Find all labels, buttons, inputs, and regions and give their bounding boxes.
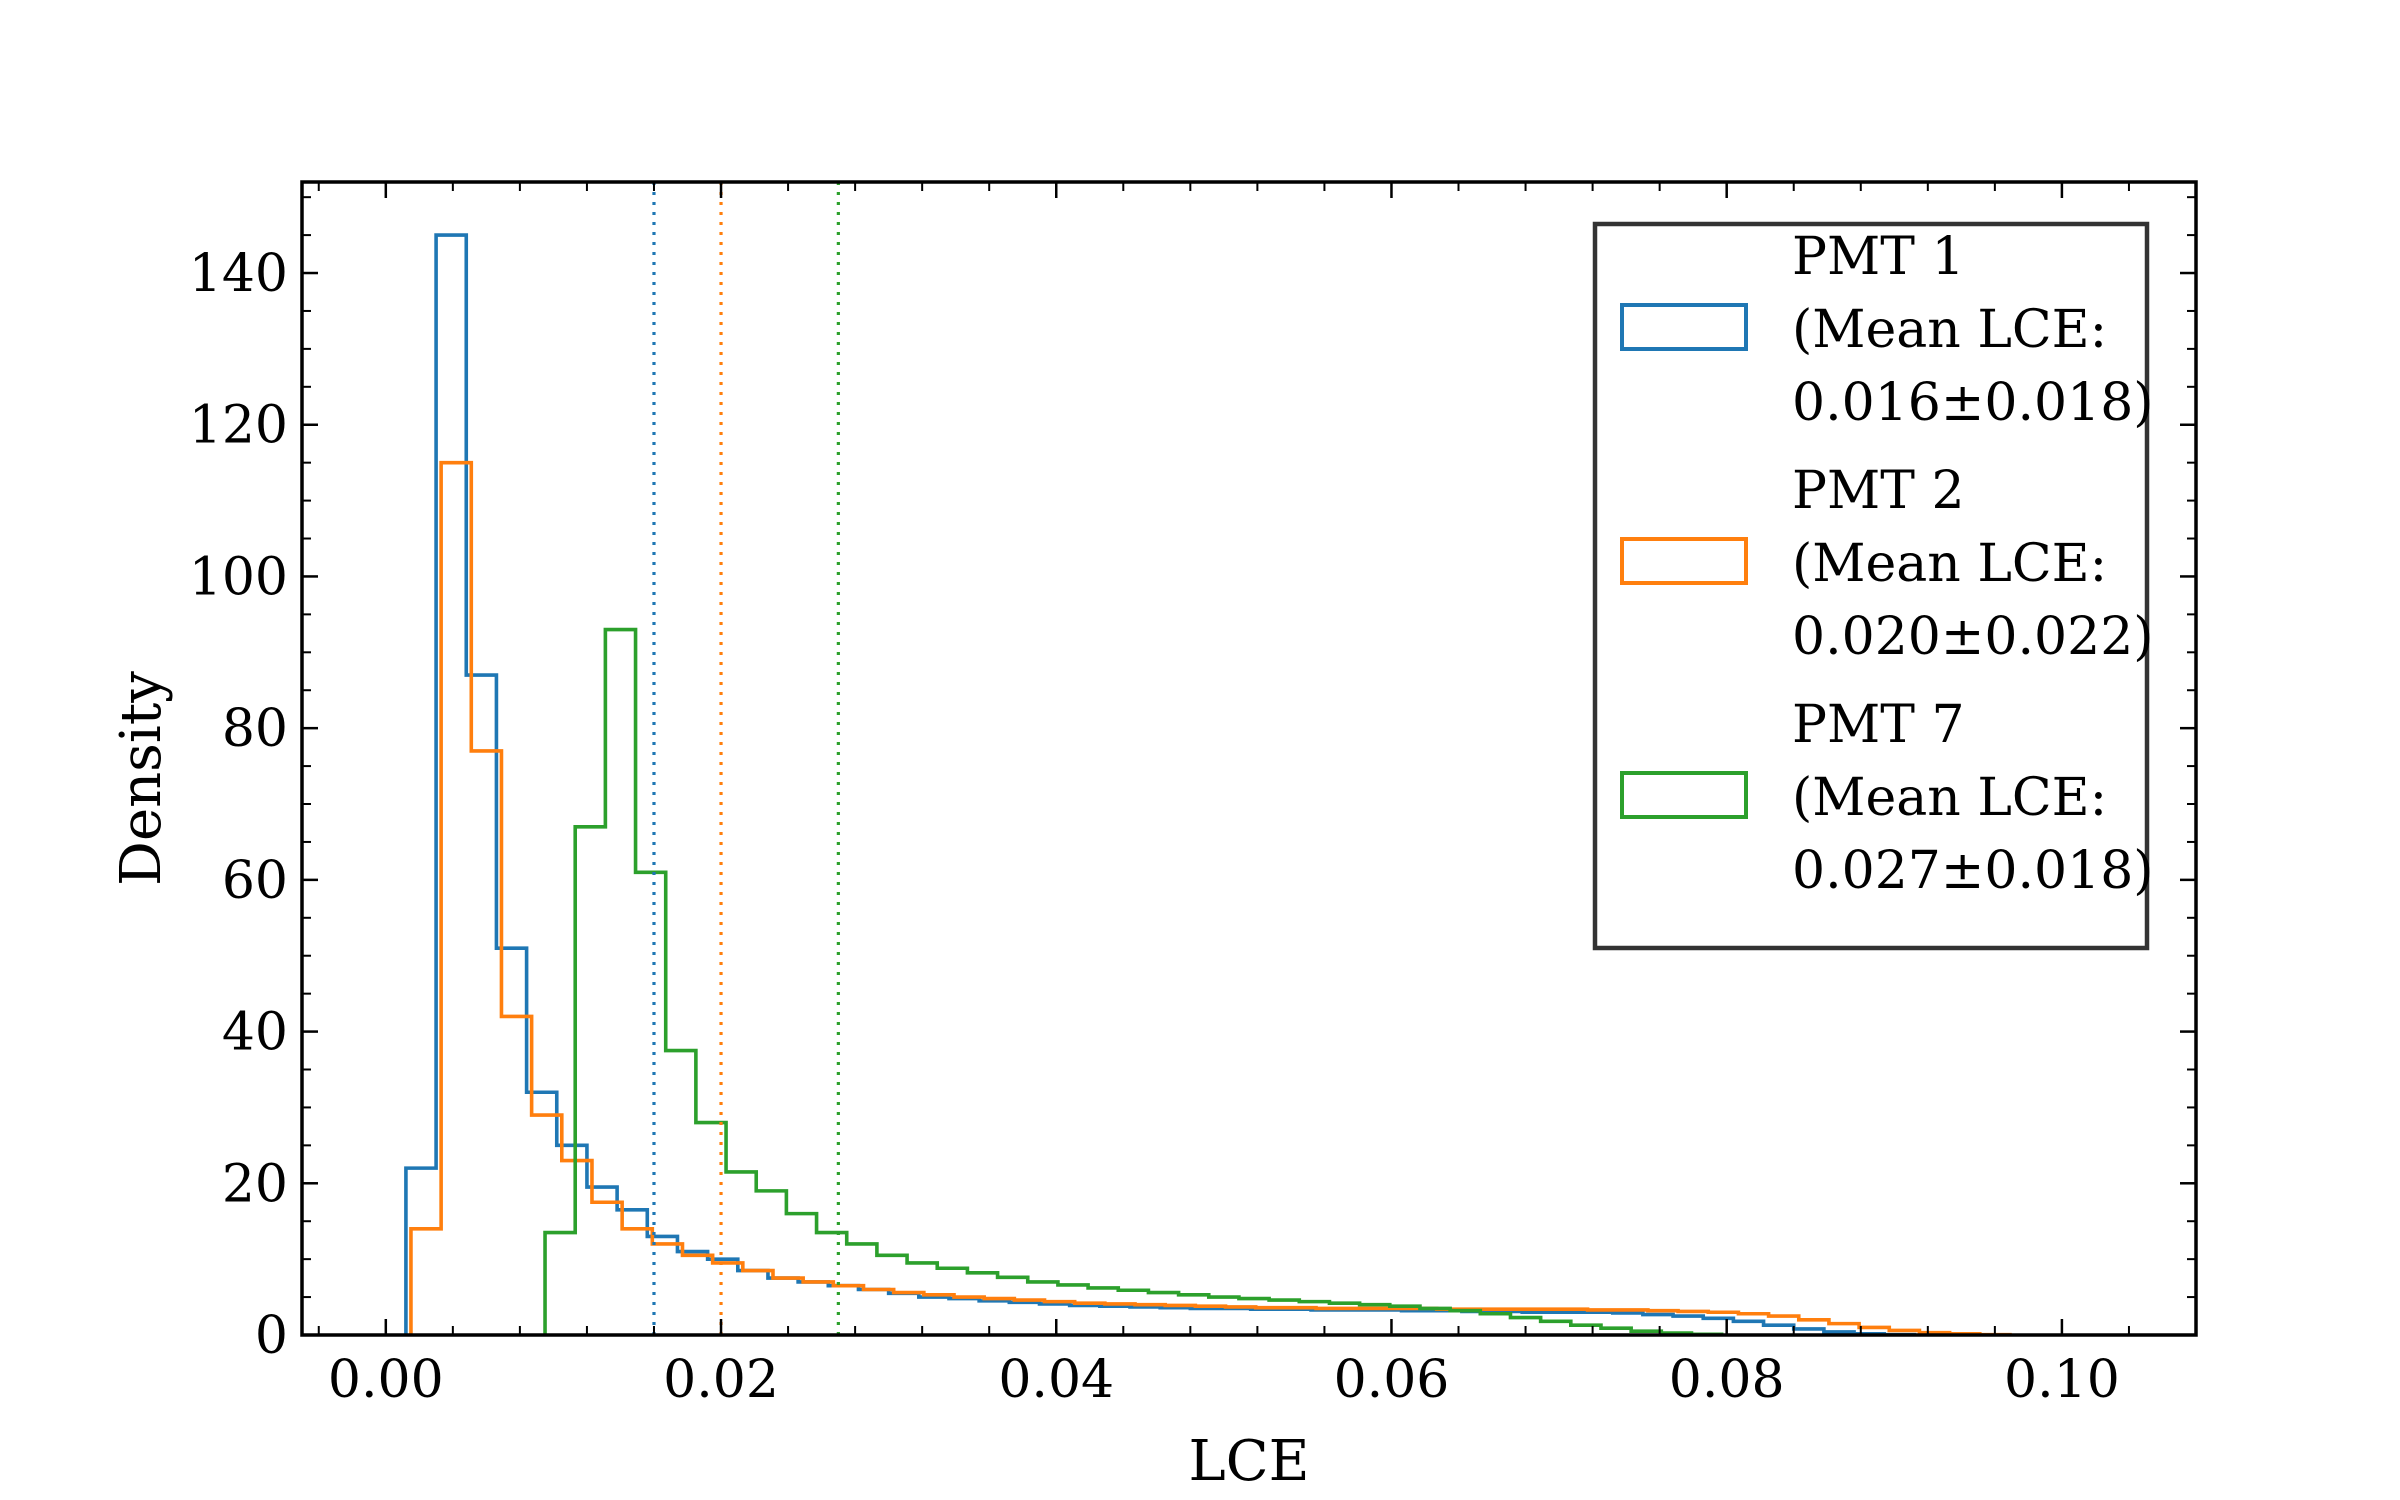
- legend-swatch: [1620, 537, 1748, 585]
- y-tick-labels: 0 20 40 60 80 100 120 140: [189, 244, 288, 1366]
- legend-frame: [1592, 221, 2150, 951]
- x-tick-label: 0.08: [1669, 1350, 1785, 1410]
- legend-entry-3: PMT 7 (Mean LCE: 0.027±0.018): [1620, 695, 2154, 901]
- x-tick-label: 0.06: [1334, 1350, 1450, 1410]
- x-tick-label: 0.10: [2004, 1350, 2120, 1410]
- histogram-series-2: [409, 460, 2012, 1337]
- legend: PMT 1 (Mean LCE: 0.016±0.018) PMT 2 (Mean LC…: [1592, 221, 2154, 951]
- legend-entry-1: PMT 1 (Mean LCE: 0.016±0.018): [1620, 227, 2154, 433]
- x-tick-label: 0.02: [663, 1350, 779, 1410]
- histogram-series-3: [543, 627, 1724, 1337]
- legend-swatch: [1620, 303, 1748, 351]
- y-tick-label: 100: [189, 547, 288, 607]
- mean-lines: [652, 182, 840, 1335]
- x-tick-labels: 0.00 0.02 0.04 0.06 0.08 0.10: [328, 1350, 2120, 1410]
- y-tick-label: 120: [189, 396, 288, 456]
- histogram-series-1: [404, 233, 1917, 1337]
- x-tick-label: 0.04: [998, 1350, 1114, 1410]
- legend-label-line: PMT 7: [1792, 695, 1965, 755]
- y-axis-title: Density: [109, 671, 174, 886]
- legend-label-line: (Mean LCE:: [1792, 534, 2107, 594]
- legend-label-line: (Mean LCE:: [1792, 768, 2107, 828]
- histogram-series: [404, 233, 2012, 1337]
- y-tick-label: 60: [222, 851, 288, 911]
- legend-label-line: (Mean LCE:: [1792, 300, 2107, 360]
- y-tick-label: 80: [222, 699, 288, 759]
- legend-entry-2: PMT 2 (Mean LCE: 0.020±0.022): [1620, 461, 2154, 667]
- y-tick-label: 40: [222, 1003, 288, 1063]
- plot-frame: [300, 180, 2198, 1337]
- y-tick-label: 0: [255, 1306, 288, 1366]
- legend-swatch: [1620, 771, 1748, 819]
- legend-label-line: 0.027±0.018): [1792, 841, 2154, 901]
- legend-label-line: 0.016±0.018): [1792, 373, 2154, 433]
- x-tick-label: 0.00: [328, 1350, 444, 1410]
- y-tick-label: 140: [189, 244, 288, 304]
- legend-label-line: PMT 2: [1792, 461, 1965, 521]
- x-axis-title: LCE: [1189, 1429, 1310, 1494]
- legend-label-line: PMT 1: [1792, 227, 1965, 287]
- y-tick-label: 20: [222, 1154, 288, 1214]
- legend-label-line: 0.020±0.022): [1792, 607, 2154, 667]
